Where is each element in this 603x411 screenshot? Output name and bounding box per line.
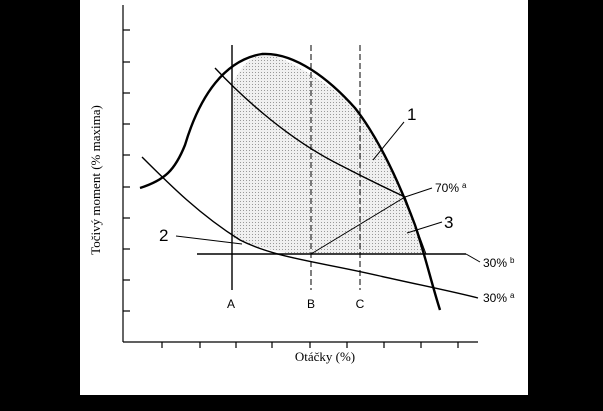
shaded-area bbox=[232, 54, 405, 255]
curves bbox=[139, 45, 481, 311]
speed-label: A bbox=[227, 297, 235, 311]
axes bbox=[122, 5, 478, 348]
x-axis-label: Otáčky (%) bbox=[295, 349, 355, 364]
region-label: 1 bbox=[407, 105, 416, 124]
curve-label: 30% a bbox=[483, 291, 515, 305]
speed-label: B bbox=[307, 297, 315, 311]
region-label: 3 bbox=[444, 213, 453, 232]
shaded-triangle bbox=[311, 197, 426, 254]
speed-label: C bbox=[356, 297, 365, 311]
y-axis-label: Točivý moment (% maxima) bbox=[88, 105, 103, 255]
curve-label: 30% b bbox=[483, 256, 515, 270]
region-label: 2 bbox=[159, 226, 168, 245]
curve-label: 70% a bbox=[435, 181, 467, 195]
